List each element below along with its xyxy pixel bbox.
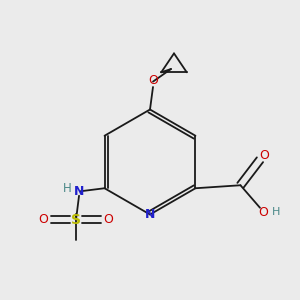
- Text: O: O: [148, 74, 158, 87]
- Text: N: N: [145, 208, 155, 221]
- Text: O: O: [259, 206, 269, 219]
- Text: N: N: [74, 185, 84, 198]
- Text: H: H: [63, 182, 71, 195]
- Text: S: S: [71, 213, 81, 227]
- Text: O: O: [103, 213, 113, 226]
- Text: H: H: [272, 207, 281, 217]
- Text: O: O: [39, 213, 49, 226]
- Text: O: O: [259, 149, 269, 162]
